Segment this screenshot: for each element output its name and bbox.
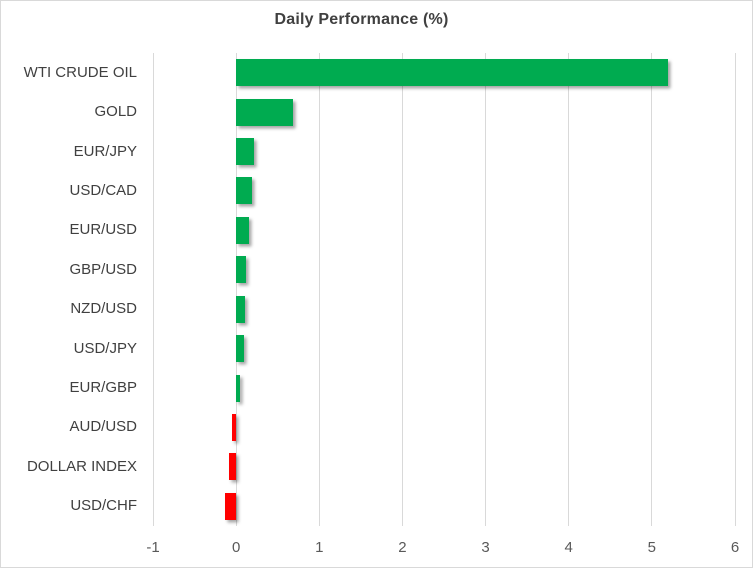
category-label-usd-jpy: USD/JPY bbox=[73, 339, 137, 357]
chart-title: Daily Performance (%) bbox=[274, 11, 449, 28]
category-label-gold: GOLD bbox=[94, 103, 137, 121]
category-label-usd-chf: USD/CHF bbox=[70, 497, 137, 515]
gridline-6 bbox=[734, 53, 736, 526]
category-label-nzd-usd: NZD/USD bbox=[70, 300, 137, 318]
gridline--1 bbox=[152, 53, 154, 526]
category-label-gbp-usd: GBP/USD bbox=[69, 260, 137, 278]
gridline-5 bbox=[651, 53, 653, 526]
x-tick-label-1: 1 bbox=[315, 539, 324, 556]
bar-gold bbox=[236, 98, 293, 126]
category-label-usd-cad: USD/CAD bbox=[69, 181, 137, 199]
bar-eur-jpy bbox=[236, 138, 254, 166]
x-tick-label-4: 4 bbox=[564, 539, 573, 556]
category-label-eur-jpy: EUR/JPY bbox=[73, 142, 137, 160]
bar-aud-usd bbox=[231, 413, 237, 441]
category-axis: WTI CRUDE OIL GOLD EUR/JPY USD/CAD EUR/USD GB… bbox=[1, 53, 137, 526]
bar-dollar-index bbox=[229, 453, 237, 481]
x-tick-label-0: 0 bbox=[231, 539, 241, 556]
bar-usd-chf bbox=[225, 492, 237, 520]
gridline-1 bbox=[318, 53, 320, 526]
bar-usd-cad bbox=[236, 177, 252, 205]
x-tick-label-5: 5 bbox=[647, 539, 657, 556]
x-tick-label--1: -1 bbox=[146, 539, 160, 556]
category-label-eur-usd: EUR/USD bbox=[69, 221, 137, 239]
category-label-dollar-index: DOLLAR INDEX bbox=[26, 457, 137, 475]
x-tick-label-6: 6 bbox=[730, 539, 740, 556]
bar-gbp-usd bbox=[236, 256, 247, 284]
bar-usd-jpy bbox=[236, 335, 244, 363]
x-tick-label-2: 2 bbox=[398, 539, 407, 556]
category-label-wti-crude-oil: WTI CRUDE OIL bbox=[23, 63, 137, 81]
gridline-3 bbox=[485, 53, 487, 526]
bar-nzd-usd bbox=[236, 295, 246, 323]
bar-eur-usd bbox=[236, 216, 249, 244]
category-label-aud-usd: AUD/USD bbox=[69, 418, 137, 436]
category-label-eur-gbp: EUR/GBP bbox=[69, 379, 137, 397]
bar-eur-gbp bbox=[236, 374, 241, 402]
gridline-0 bbox=[235, 53, 237, 526]
plot-area bbox=[152, 53, 736, 526]
x-tick-label-3: 3 bbox=[481, 539, 490, 556]
gridline-2 bbox=[401, 53, 403, 526]
bar-wti-crude-oil bbox=[236, 59, 669, 87]
gridline-4 bbox=[568, 53, 570, 526]
value-axis: -1 0 1 2 3 4 5 6 bbox=[1, 539, 752, 559]
